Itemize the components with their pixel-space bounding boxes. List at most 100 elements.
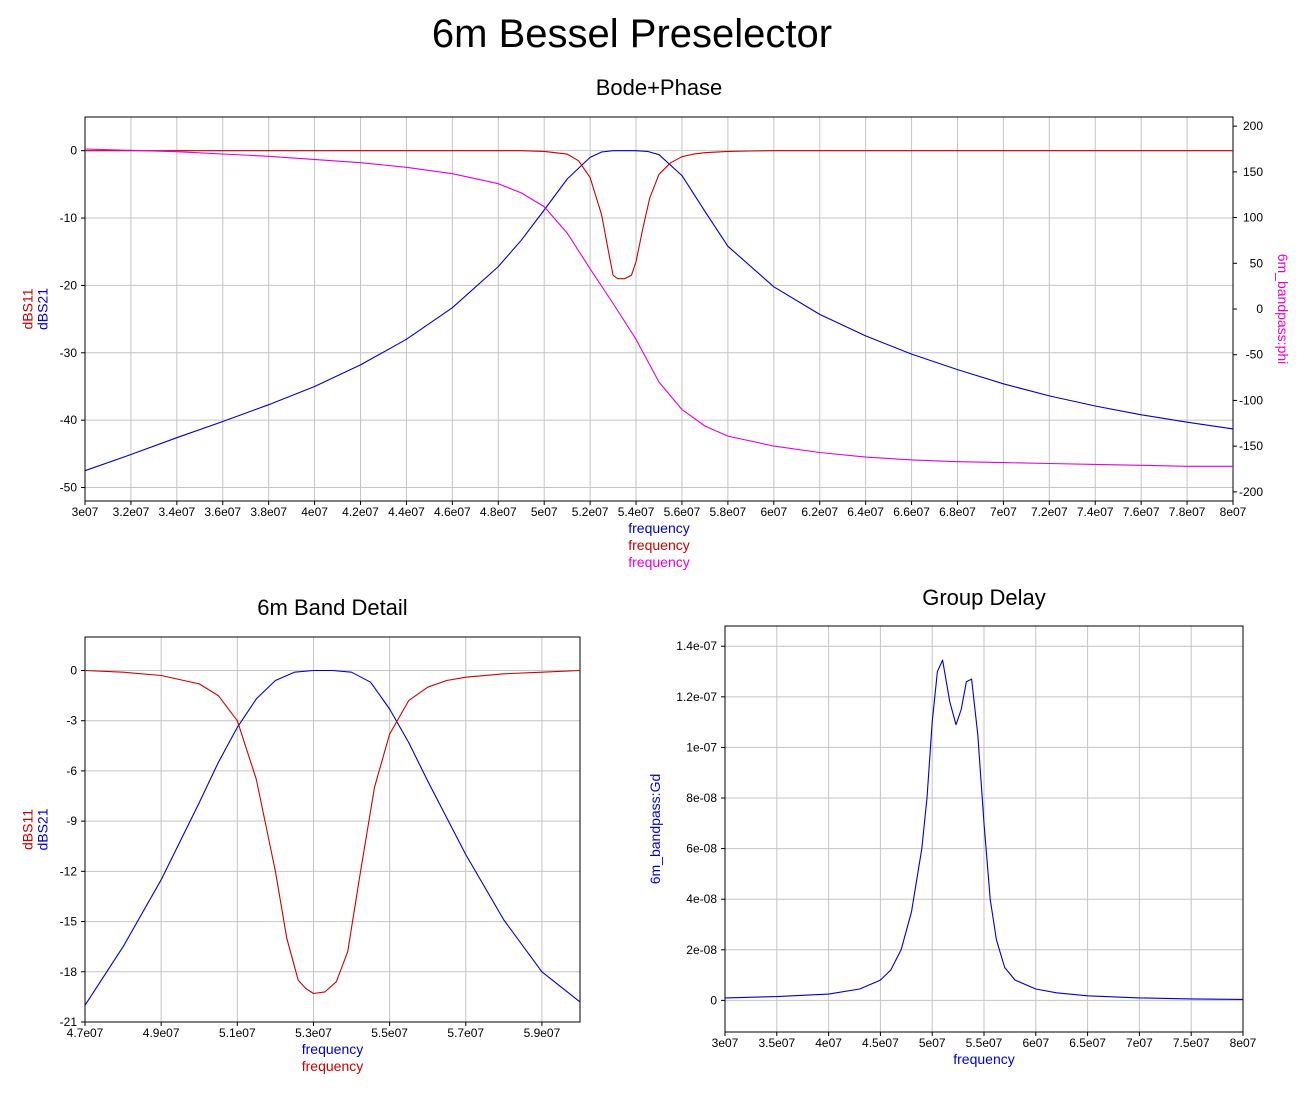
- chart2-xtick-label: 5.1e07: [219, 1026, 256, 1040]
- chart2-ylabel: dBS21: [35, 808, 51, 850]
- chart1-xtick-label: 3.2e07: [113, 505, 150, 519]
- chart1-xtick-label: 3.8e07: [250, 505, 287, 519]
- chart1-xtick-label: 7.6e07: [1123, 505, 1160, 519]
- chart1-y2tick-label: -200: [1239, 485, 1263, 499]
- chart1-frame: [84, 116, 1234, 502]
- chart1-xtick-label: 5.2e07: [572, 505, 609, 519]
- chart1-xtick-label: 4e07: [301, 505, 328, 519]
- chart1-xtick-label: 4.6e07: [434, 505, 471, 519]
- chart2-ytick-label: -18: [60, 965, 78, 979]
- chart1-y2tick-label: 100: [1243, 211, 1263, 225]
- chart1-y2tick-label: 50: [1250, 256, 1264, 270]
- chart3-ytick-label: 1.2e-07: [676, 690, 717, 704]
- chart1-series-dbs21: [84, 150, 1234, 472]
- chart3-xtick-label: 5.5e07: [966, 1036, 1003, 1050]
- chart1-y2tick-label: 150: [1243, 165, 1263, 179]
- chart1-y2tick-label: 0: [1256, 302, 1263, 316]
- chart1-ytick-label: -30: [60, 346, 78, 360]
- chart1-xtick-label: 3.6e07: [204, 505, 241, 519]
- chart2-ytick-label: -9: [66, 814, 77, 828]
- chart1-series-6m-bandpass-phi: [84, 148, 1233, 467]
- chart3-ylabel: 6m_bandpass:Gd: [647, 774, 663, 885]
- chart1-xtick-label: 6.6e07: [893, 505, 930, 519]
- chart3-xtick-label: 4.5e07: [862, 1036, 899, 1050]
- chart1-xtick-label: 5.6e07: [664, 505, 701, 519]
- chart3-series-6m-bandpass-gd: [724, 659, 1244, 1000]
- chart1-y2tick-label: -50: [1246, 348, 1264, 362]
- chart2-series-dbs11: [84, 669, 581, 995]
- chart3-ytick-label: 6e-08: [686, 842, 717, 856]
- chart3-xtick-label: 6.5e07: [1069, 1036, 1106, 1050]
- chart1-xtick-label: 6.2e07: [801, 505, 838, 519]
- chart1-xtick-label: 5.8e07: [710, 505, 747, 519]
- chart1-y2tick-label: 200: [1243, 119, 1263, 133]
- chart2-ylabel: dBS11: [20, 809, 36, 850]
- chart1-ytick-label: -40: [60, 413, 78, 427]
- chart1-y2label: 6m_bandpass:phi: [1275, 254, 1291, 365]
- chart3-xtick-label: 4e07: [815, 1036, 842, 1050]
- chart1-ytick-label: -50: [60, 481, 78, 495]
- chart1-xtick-label: 7.8e07: [1169, 505, 1206, 519]
- chart2-ytick-label: -3: [66, 714, 77, 728]
- chart1-xlabel: frequency: [628, 520, 689, 536]
- chart3-ytick-label: 2e-08: [686, 943, 717, 957]
- chart1-xtick-label: 5.4e07: [618, 505, 655, 519]
- chart1-xlabel: frequency: [628, 537, 689, 553]
- chart3-ytick-label: 8e-08: [686, 791, 717, 805]
- chart2-xlabel: frequency: [302, 1058, 363, 1074]
- chart3-ytick-label: 1.4e-07: [676, 639, 717, 653]
- chart1-series-dbs11: [85, 150, 1233, 280]
- chart2-ytick-label: -21: [60, 1015, 78, 1029]
- chart3-xtick-label: 8e07: [1230, 1036, 1257, 1050]
- chart1-y2tick-label: -100: [1239, 393, 1263, 407]
- chart1-xtick-label: 7.2e07: [1031, 505, 1068, 519]
- chart3-xtick-label: 6e07: [1022, 1036, 1049, 1050]
- chart1-ylabel: dBS11: [20, 288, 36, 329]
- chart1-ytick-label: -20: [60, 278, 78, 292]
- chart3-ytick-label: 0: [710, 993, 717, 1007]
- chart1-ytick-label: 0: [70, 144, 77, 158]
- chart1-xtick-label: 4.8e07: [480, 505, 517, 519]
- chart1-xtick-label: 7.4e07: [1077, 505, 1114, 519]
- chart2-ytick-label: -6: [66, 764, 77, 778]
- chart1-xtick-label: 3e07: [72, 505, 99, 519]
- chart3-ytick-label: 1e-07: [686, 740, 717, 754]
- chart2-xtick-label: 4.9e07: [143, 1026, 180, 1040]
- chart1-xtick-label: 6.8e07: [939, 505, 976, 519]
- chart2-ytick-label: 0: [70, 663, 77, 677]
- page-title: 6m Bessel Preselector: [431, 12, 833, 56]
- chart1-xtick-label: 6.4e07: [847, 505, 884, 519]
- chart3-title: Group Delay: [922, 585, 1046, 610]
- chart2-title: 6m Band Detail: [257, 595, 407, 620]
- chart1-xlabel: frequency: [628, 554, 689, 570]
- chart1-title: Bode+Phase: [596, 75, 723, 100]
- chart1-xtick-label: 4.2e07: [342, 505, 379, 519]
- chart3-frame: [724, 625, 1244, 1033]
- chart3-ytick-label: 4e-08: [686, 892, 717, 906]
- chart2-xlabel: frequency: [302, 1041, 363, 1057]
- chart3-xtick-label: 7.5e07: [1173, 1036, 1210, 1050]
- chart2-xtick-label: 5.5e07: [371, 1026, 408, 1040]
- chart1-xtick-label: 8e07: [1220, 505, 1247, 519]
- chart3-xtick-label: 3.5e07: [758, 1036, 795, 1050]
- chart3-xtick-label: 7e07: [1126, 1036, 1153, 1050]
- chart2-xtick-label: 5.9e07: [524, 1026, 561, 1040]
- chart1-xtick-label: 7e07: [990, 505, 1017, 519]
- chart3-xlabel: frequency: [953, 1051, 1014, 1067]
- chart2-xtick-label: 5.3e07: [295, 1026, 332, 1040]
- chart3-xtick-label: 3e07: [712, 1036, 739, 1050]
- chart2-ytick-label: -12: [60, 864, 78, 878]
- chart1-ylabel: dBS21: [35, 288, 51, 330]
- chart2-xtick-label: 5.7e07: [447, 1026, 484, 1040]
- chart1-xtick-label: 3.4e07: [158, 505, 195, 519]
- chart2-xtick-label: 4.7e07: [67, 1026, 104, 1040]
- chart1-xtick-label: 4.4e07: [388, 505, 425, 519]
- chart1-xtick-label: 5e07: [531, 505, 558, 519]
- chart2-series-dbs21: [84, 669, 581, 1006]
- chart1-ytick-label: -10: [60, 211, 78, 225]
- chart2-ytick-label: -15: [60, 915, 78, 929]
- chart1-y2tick-label: -150: [1239, 439, 1263, 453]
- chart3-xtick-label: 5e07: [919, 1036, 946, 1050]
- chart1-xtick-label: 6e07: [760, 505, 787, 519]
